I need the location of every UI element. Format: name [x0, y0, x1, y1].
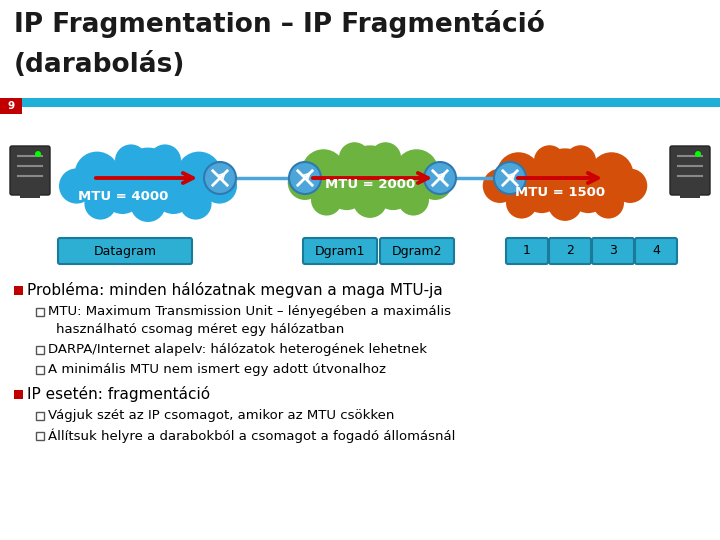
Circle shape	[353, 184, 387, 218]
Circle shape	[102, 174, 143, 214]
FancyBboxPatch shape	[58, 238, 192, 264]
Text: Dgram1: Dgram1	[315, 245, 365, 258]
Text: 4: 4	[652, 245, 660, 258]
Bar	[14, 286, 23, 295]
Circle shape	[497, 152, 540, 196]
Bar	[0, 98, 22, 114]
Text: IP Fragmentation – IP Fragmentáció: IP Fragmentation – IP Fragmentáció	[14, 10, 545, 38]
Text: 1: 1	[523, 245, 531, 258]
Circle shape	[202, 168, 237, 204]
FancyBboxPatch shape	[380, 238, 454, 264]
Circle shape	[395, 149, 438, 193]
Circle shape	[695, 151, 701, 157]
FancyBboxPatch shape	[549, 238, 591, 264]
Circle shape	[522, 174, 562, 213]
Bar	[14, 390, 23, 399]
Circle shape	[370, 142, 401, 173]
Circle shape	[176, 152, 222, 197]
Circle shape	[302, 149, 346, 193]
Text: Állítsuk helyre a darabokból a csomagot a fogadó állomásnál: Állítsuk helyre a darabokból a csomagot …	[48, 429, 455, 443]
Circle shape	[424, 162, 456, 194]
Circle shape	[341, 145, 400, 205]
FancyBboxPatch shape	[10, 146, 50, 195]
Circle shape	[153, 174, 194, 214]
Circle shape	[418, 166, 452, 200]
Circle shape	[311, 184, 342, 215]
Text: használható csomag méret egy hálózatban: használható csomag méret egy hálózatban	[56, 323, 344, 336]
Circle shape	[130, 187, 166, 222]
Circle shape	[536, 148, 595, 208]
Circle shape	[59, 168, 94, 204]
Circle shape	[115, 144, 147, 177]
Circle shape	[328, 171, 366, 210]
Bar	[20, 193, 40, 198]
Circle shape	[374, 171, 413, 210]
Bar	[680, 193, 700, 198]
Text: Dgram2: Dgram2	[392, 245, 442, 258]
Circle shape	[35, 151, 41, 157]
Circle shape	[534, 145, 565, 177]
Circle shape	[339, 142, 370, 173]
Circle shape	[75, 152, 120, 197]
Circle shape	[613, 168, 647, 203]
FancyBboxPatch shape	[635, 238, 677, 264]
Circle shape	[117, 147, 179, 208]
Text: 2: 2	[566, 245, 574, 258]
Text: MTU: Maximum Transmission Unit – lényegében a maximális: MTU: Maximum Transmission Unit – lényegé…	[48, 306, 451, 319]
Bar	[36, 412, 44, 420]
Circle shape	[84, 187, 117, 220]
Text: Probléma: minden hálózatnak megvan a maga MTU-ja: Probléma: minden hálózatnak megvan a mag…	[27, 282, 443, 299]
Circle shape	[482, 168, 517, 203]
Circle shape	[593, 187, 624, 219]
Text: IP esetén: fragmentáció: IP esetén: fragmentáció	[27, 387, 210, 402]
Text: (darabolás): (darabolás)	[14, 52, 185, 78]
Circle shape	[494, 162, 526, 194]
Text: Datagram: Datagram	[94, 245, 156, 258]
Text: 9: 9	[7, 101, 14, 111]
Bar	[36, 346, 44, 354]
Bar	[36, 308, 44, 316]
Text: Vágjuk szét az IP csomagot, amikor az MTU csökken: Vágjuk szét az IP csomagot, amikor az MT…	[48, 409, 395, 422]
Circle shape	[565, 145, 596, 177]
Circle shape	[149, 144, 181, 177]
Circle shape	[397, 184, 429, 215]
FancyBboxPatch shape	[592, 238, 634, 264]
Text: A minimális MTU nem ismert egy adott útvonalhoz: A minimális MTU nem ismert egy adott útv…	[48, 363, 386, 376]
Text: MTU = 2000: MTU = 2000	[325, 179, 415, 192]
Bar	[0, 98, 720, 107]
Circle shape	[590, 152, 634, 196]
Text: 3: 3	[609, 245, 617, 258]
Circle shape	[204, 162, 236, 194]
FancyBboxPatch shape	[303, 238, 377, 264]
Circle shape	[288, 166, 322, 200]
Circle shape	[289, 162, 321, 194]
Bar	[36, 366, 44, 374]
Text: MTU = 4000: MTU = 4000	[78, 190, 168, 202]
FancyBboxPatch shape	[506, 238, 548, 264]
Circle shape	[506, 187, 537, 219]
Bar	[36, 432, 44, 440]
Text: DARPA/Internet alapelv: hálózatok heterogének lehetnek: DARPA/Internet alapelv: hálózatok hetero…	[48, 343, 427, 356]
Circle shape	[569, 174, 608, 213]
Text: MTU = 1500: MTU = 1500	[515, 186, 605, 199]
Circle shape	[179, 187, 212, 220]
FancyBboxPatch shape	[670, 146, 710, 195]
Circle shape	[548, 187, 582, 221]
